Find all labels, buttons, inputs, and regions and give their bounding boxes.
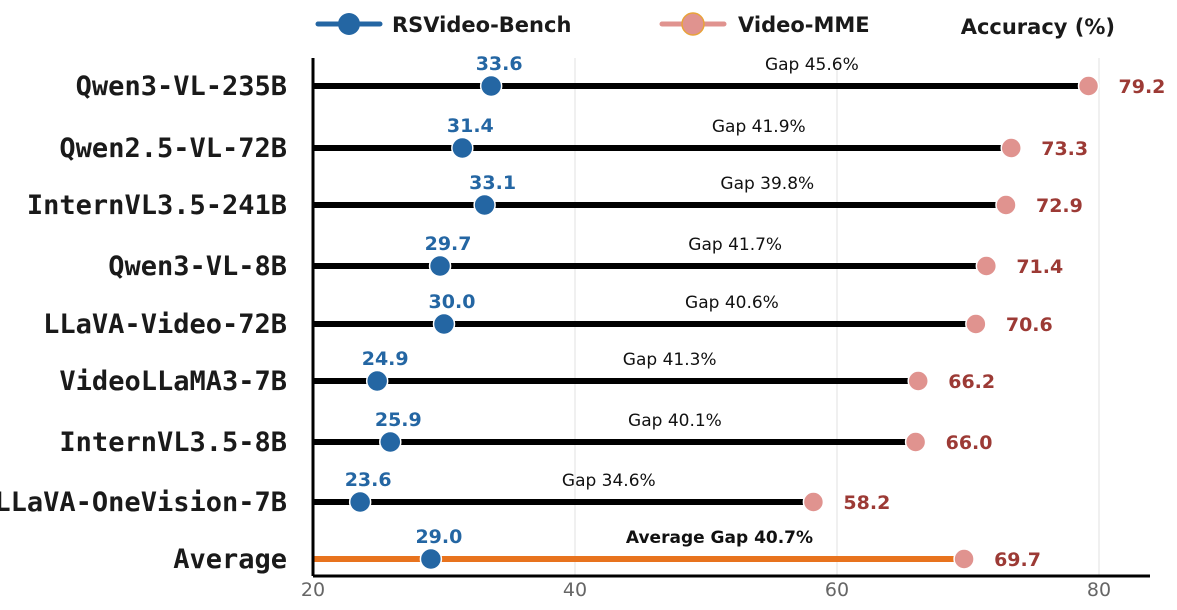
average-gap-label: Average Gap 40.7% [626,528,813,548]
videomme-value-label: 73.3 [1041,138,1088,160]
rsvideo-value-label: 33.1 [469,172,516,194]
legend-rsvideo-label: RSVideo-Bench [392,13,571,37]
rsvideo-point [348,490,372,514]
model-label: LLaVA-OneVision-7B [0,487,287,518]
gap-label: Gap 40.1% [628,411,722,431]
rsvideo-value-label: 25.9 [375,409,422,431]
model-label: InternVL3.5-8B [59,427,287,458]
videomme-point [904,431,927,453]
videomme-value-label: 72.9 [1036,195,1083,217]
model-label: VideoLLaMA3-7B [59,366,287,397]
videomme-value-label: 66.2 [948,371,995,393]
row-internvl3.5-8b: InternVL3.5-8B 25.9 66.0 Gap 40.1% [59,409,992,458]
gap-label: Gap 41.9% [712,117,806,137]
rsvideo-value-label: 30.0 [429,291,476,313]
gap-label: Gap 41.3% [623,350,717,370]
gap-label: Gap 45.6% [765,55,859,75]
rsvideo-value-label: 31.4 [447,115,494,137]
rsvideo-point [419,547,443,571]
row-videollama3-7b: VideoLLaMA3-7B 24.9 66.2 Gap 41.3% [59,348,995,397]
grid-lines [574,58,1100,576]
x-tick-label: 40 [563,579,587,601]
model-label: InternVL3.5-241B [27,190,287,221]
gap-label: Gap 34.6% [562,471,656,491]
videomme-value-label: 58.2 [843,492,890,514]
rsvideo-point [473,193,496,217]
legend: RSVideo-Bench Video-MME Accuracy (%) [315,12,1115,39]
row-qwen2.5-vl-72b: Qwen2.5-VL-72B 31.4 73.3 Gap 41.9% [59,115,1088,164]
legend-videomme-marker [681,12,705,36]
videomme-point [965,313,987,335]
x-tick-label: 20 [301,579,325,601]
rsvideo-value-label: 23.6 [345,469,392,491]
rsvideo-point [432,312,456,336]
model-label: Average [173,544,287,575]
axes: 20 40 60 80 [301,58,1150,601]
legend-rsvideo-marker [338,13,360,35]
row-qwen3-vl-8b: Qwen3-VL-8B 29.7 71.4 Gap 41.7% [108,233,1063,282]
videomme-value-label: 70.6 [1006,314,1053,336]
row-llava-onevision-7b: LLaVA-OneVision-7B 23.6 58.2 Gap 34.6% [0,469,890,518]
rsvideo-value-label: 24.9 [362,348,409,370]
videomme-value-label: 69.7 [994,549,1041,571]
videomme-point [953,548,975,570]
rsvideo-point [451,136,474,160]
videomme-value-label: 71.4 [1016,256,1063,278]
gap-label: Gap 41.7% [688,235,782,255]
videomme-point [1077,75,1100,97]
videomme-point [907,370,929,392]
legend-videomme-label: Video-MME [738,13,870,37]
rsvideo-point [479,74,503,98]
model-label: Qwen3-VL-8B [108,251,287,282]
videomme-point [802,491,825,513]
gap-label: Gap 39.8% [720,174,814,194]
rsvideo-point [428,254,452,278]
axis-title: Accuracy (%) [961,15,1115,39]
videomme-point [1000,137,1022,159]
model-label: Qwen2.5-VL-72B [59,133,287,164]
gap-label: Gap 40.6% [685,293,779,313]
model-label: LLaVA-Video-72B [43,309,287,340]
row-qwen3-vl-235b: Qwen3-VL-235B 33.6 79.2 Gap 45.6% [76,53,1166,102]
rsvideo-point [365,369,389,393]
rsvideo-value-label: 29.7 [425,233,472,255]
videomme-point [975,255,998,277]
videomme-point [995,194,1017,216]
chart-rows: Qwen3-VL-235B 33.6 79.2 Gap 45.6% Qwen2.5-VL… [0,53,1165,575]
model-label: Qwen3-VL-235B [76,71,287,102]
rsvideo-value-label: 33.6 [476,53,523,75]
row-internvl3.5-241b: InternVL3.5-241B 33.1 72.9 Gap 39.8% [27,172,1083,221]
videomme-value-label: 66.0 [946,432,993,454]
row-average: Average 29.0 69.7 Average Gap 40.7% [173,526,1041,575]
videomme-value-label: 79.2 [1119,76,1166,98]
x-tick-label: 60 [825,579,849,601]
rsvideo-value-label: 29.0 [415,526,462,548]
rsvideo-point [379,430,402,454]
row-llava-video-72b: LLaVA-Video-72B 30.0 70.6 Gap 40.6% [43,291,1053,340]
x-tick-label: 80 [1087,579,1111,601]
